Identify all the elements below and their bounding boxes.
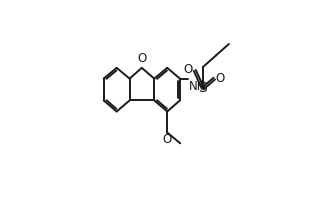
Text: O: O: [163, 133, 172, 146]
Text: NH: NH: [189, 80, 206, 93]
Text: O: O: [216, 72, 225, 85]
Text: O: O: [137, 53, 146, 66]
Text: O: O: [183, 63, 192, 76]
Text: S: S: [199, 81, 207, 95]
